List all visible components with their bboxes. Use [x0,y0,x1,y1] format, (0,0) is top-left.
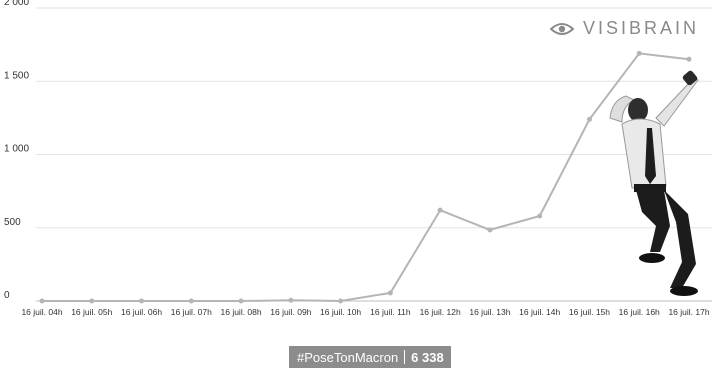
y-gridlines [36,7,712,302]
data-point [437,207,443,213]
x-axis-ticks: 16 juil. 04h 16 juil. 05h 16 juil. 06h 16 j… [21,307,709,317]
x-tick-label: 16 juil. 09h [270,307,311,317]
data-point [89,298,95,304]
brand-name: VISIBRAIN [582,18,699,38]
y-tick-label: 1 500 [4,70,29,81]
data-point [636,50,642,56]
hashtag-badge: #PoseTonMacron 6 338 [289,346,451,368]
x-tick-label: 16 juil. 12h [420,307,461,317]
x-tick-label: 16 juil. 07h [171,307,212,317]
data-point [487,227,493,233]
data-point [139,298,145,304]
data-point [39,298,45,304]
brand-logo: VISIBRAIN [549,18,699,39]
x-tick-label: 16 juil. 16h [619,307,660,317]
y-tick-label: 500 [4,217,21,228]
data-point [338,298,344,304]
jumping-businessman-photo [609,70,699,296]
x-tick-label: 16 juil. 14h [519,307,560,317]
eye-logo-icon [549,22,574,35]
x-tick-label: 16 juil. 11h [370,307,411,317]
data-point [288,297,294,303]
y-tick-label: 1 000 [4,144,29,155]
x-tick-label: 16 juil. 05h [71,307,112,317]
x-tick-label: 16 juil. 13h [469,307,510,317]
x-tick-label: 16 juil. 17h [668,307,709,317]
x-tick-label: 16 juil. 06h [121,307,162,317]
data-point [537,213,543,219]
x-tick-label: 16 juil. 08h [221,307,262,317]
data-point [188,298,194,304]
series-line [42,52,690,303]
hashtag-count: 6 338 [411,349,444,365]
x-tick-label: 16 juil. 10h [320,307,361,317]
data-point [238,298,244,304]
data-point [586,116,592,122]
data-point [686,56,692,62]
badge-separator [404,350,406,364]
y-axis-ticks: 0 500 1 000 1 500 2 000 [4,0,29,301]
y-tick-label: 0 [4,290,10,301]
data-point [387,290,393,296]
x-tick-label: 16 juil. 04h [21,307,62,317]
hashtag-label: #PoseTonMacron [297,349,399,365]
y-tick-label: 2 000 [4,0,29,8]
x-tick-label: 16 juil. 15h [569,307,610,317]
series-points [39,50,692,304]
